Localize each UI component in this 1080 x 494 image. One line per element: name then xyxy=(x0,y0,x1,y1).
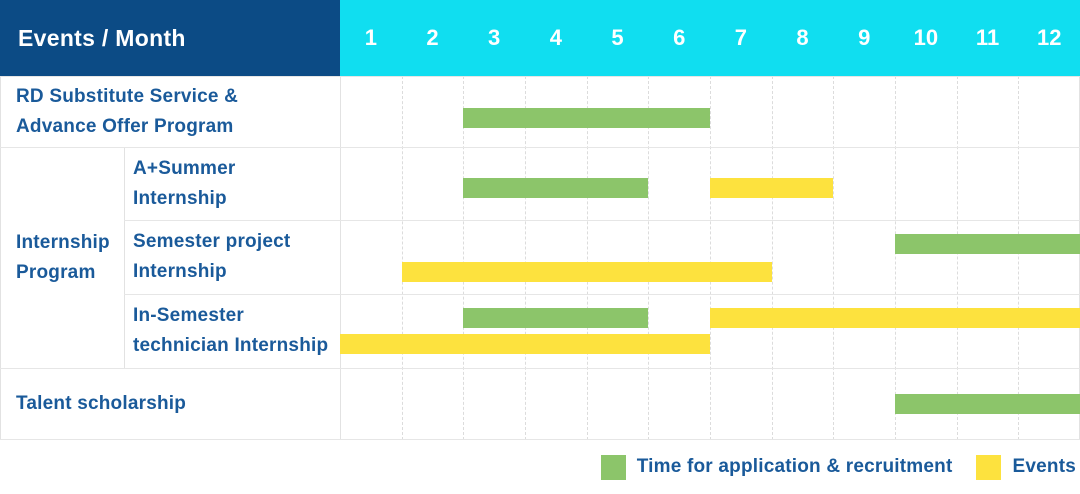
month-header-11: 11 xyxy=(975,25,1000,50)
table-bottom-border xyxy=(0,439,1080,440)
row-label-a-plus-summer-internship: A+Summer Internship xyxy=(133,147,333,220)
label-chart-divider-line xyxy=(340,76,341,440)
legend-swatch-recruitment xyxy=(600,454,626,480)
row-label-a-plus-summer-internship-line: A+Summer xyxy=(133,157,236,179)
row-separator-line xyxy=(0,147,1080,148)
month-separator-line xyxy=(587,76,588,440)
row-label-semester-project-internship-line: Semester project xyxy=(133,231,291,252)
gantt-bar-events-in-semester-technician-internship xyxy=(710,308,1080,328)
row-separator-line xyxy=(124,294,1080,295)
group-label-internship-program-line: Internship xyxy=(16,231,110,253)
month-separator-line xyxy=(463,76,464,440)
legend-label-recruitment: Time for application & recruitment xyxy=(636,456,953,477)
month-header-9: 9 xyxy=(858,25,871,50)
row-label-semester-project-internship: Semester project Internship xyxy=(133,220,333,294)
month-header-4: 4 xyxy=(549,25,562,50)
month-separator-line xyxy=(710,76,711,440)
row-label-a-plus-summer-internship-line: Internship xyxy=(133,187,227,209)
gantt-bar-recruitment-talent-scholarship xyxy=(895,394,1080,414)
row-label-semester-project-internship-line: Internship xyxy=(133,261,227,282)
month-separator-line xyxy=(772,76,773,440)
month-header-cells: 1 2 3 4 5 6 7 8 9 10 11 12 xyxy=(340,0,1080,76)
month-header-5: 5 xyxy=(611,25,624,50)
legend-label-events: Events xyxy=(1012,456,1076,477)
month-separator-line xyxy=(833,76,834,440)
month-header-6: 6 xyxy=(673,25,686,50)
row-label-rd-substitute-service-line: Advance Offer Program xyxy=(16,115,234,137)
gantt-bar-recruitment-rd-substitute-service xyxy=(463,108,710,128)
month-separator-line xyxy=(525,76,526,440)
month-header-1: 1 xyxy=(364,25,377,50)
row-label-in-semester-technician-internship-line: technician Internship xyxy=(133,335,329,356)
header-bottom-border xyxy=(0,76,1080,77)
gantt-bar-recruitment-semester-project-internship xyxy=(895,234,1080,254)
month-separator-line xyxy=(648,76,649,440)
month-header-7: 7 xyxy=(734,25,747,50)
row-label-talent-scholarship-line: Talent scholarship xyxy=(16,393,187,414)
group-label-internship-program-line: Program xyxy=(16,261,96,283)
month-header-3: 3 xyxy=(488,25,501,50)
row-label-in-semester-technician-internship-line: In-Semester xyxy=(133,305,244,326)
events-month-header-cell: Events / Month xyxy=(0,0,340,76)
month-header-2: 2 xyxy=(426,25,439,50)
row-label-talent-scholarship: Talent scholarship xyxy=(16,368,326,440)
row-separator-line xyxy=(0,368,1080,369)
month-header-8: 8 xyxy=(796,25,809,50)
gantt-bar-events-in-semester-technician-internship xyxy=(340,334,710,354)
gantt-bar-recruitment-in-semester-technician-internship xyxy=(463,308,649,328)
month-header-10: 10 xyxy=(913,25,939,50)
row-label-in-semester-technician-internship: In-Semester technician Internship xyxy=(133,294,333,368)
row-separator-line xyxy=(124,220,1080,221)
row-label-rd-substitute-service: RD Substitute Service & Advance Offer Pro… xyxy=(16,76,326,147)
legend-swatch-events xyxy=(976,454,1002,480)
gantt-bar-events-semester-project-internship xyxy=(401,262,772,282)
group-subrow-divider-line xyxy=(124,147,125,368)
month-header-12: 12 xyxy=(1036,25,1062,50)
table-header-row: Events / Month 1 2 3 4 5 6 7 8 9 10 11 12 xyxy=(0,0,1080,76)
legend: Time for application & recruitment Events xyxy=(0,440,1080,494)
gantt-bar-events-a-plus-summer-internship xyxy=(710,178,834,198)
table-left-border xyxy=(0,76,1,440)
gantt-bar-recruitment-a-plus-summer-internship xyxy=(463,178,649,198)
row-label-rd-substitute-service-line: RD Substitute Service & xyxy=(16,85,239,107)
group-label-internship-program: Internship Program xyxy=(16,147,116,368)
month-separator-line xyxy=(402,76,403,440)
month-separator-line xyxy=(1018,76,1019,440)
month-separator-line xyxy=(895,76,896,440)
month-separator-line xyxy=(957,76,958,440)
